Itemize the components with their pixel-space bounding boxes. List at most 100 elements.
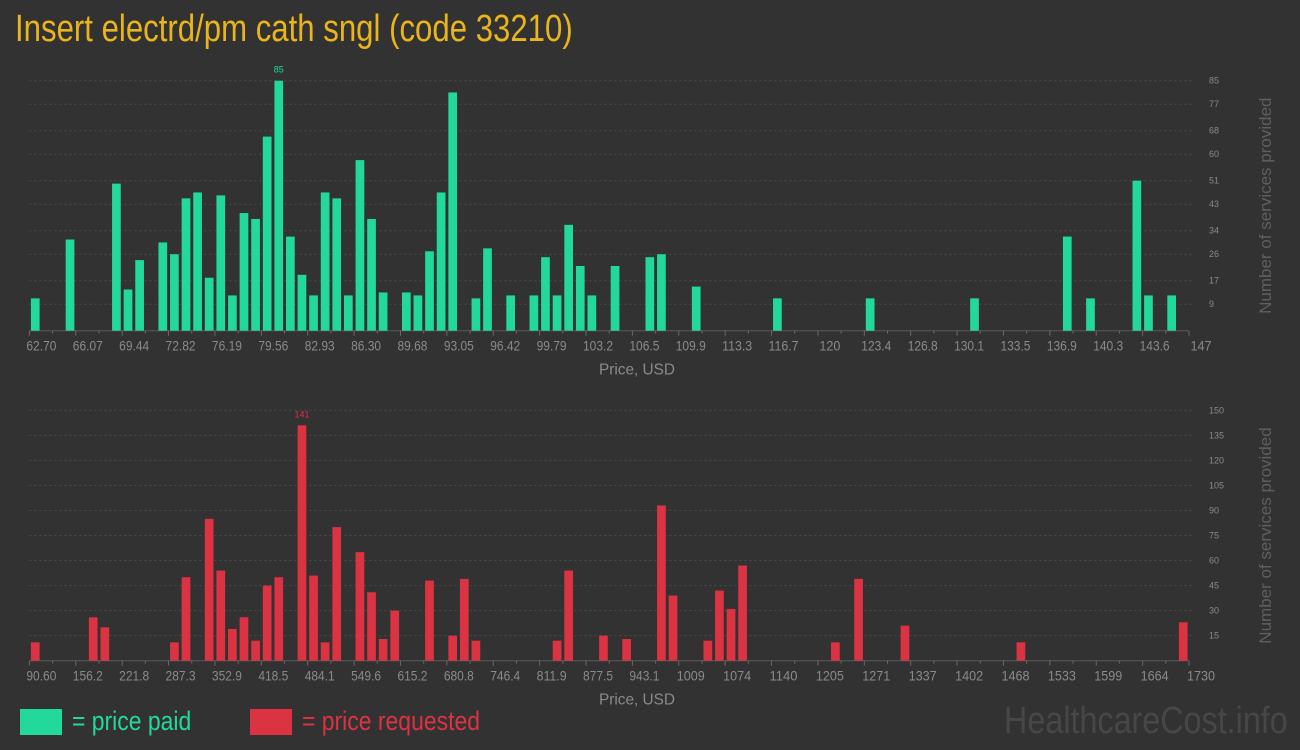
bar: [448, 92, 458, 331]
x-tick-label: 143.6: [1140, 338, 1170, 354]
bar: [320, 642, 330, 661]
x-tick-label: 1599: [1094, 668, 1122, 684]
bar: [610, 265, 620, 331]
x-tick-label: 877.5: [583, 668, 613, 684]
x-tick-label: 62.70: [26, 338, 56, 354]
x-axis-title: Price, USD: [599, 362, 675, 379]
bar: [425, 251, 434, 331]
bar: [216, 570, 226, 661]
x-tick-label: 1468: [1001, 668, 1029, 684]
bar: [506, 295, 516, 331]
bar: [599, 635, 608, 661]
bar: [367, 218, 376, 331]
bar: [715, 590, 724, 661]
bar: [471, 640, 481, 661]
bar: [355, 552, 365, 661]
x-tick-label: 680.8: [444, 668, 474, 684]
x-tick-label: 811.9: [537, 668, 567, 684]
bar: [865, 298, 875, 331]
y-tick-label: 120: [1209, 455, 1224, 465]
y-tick-label: 90: [1209, 505, 1219, 515]
bar: [112, 183, 121, 331]
bar: [123, 289, 133, 331]
bar: [216, 195, 226, 331]
bar: [900, 625, 910, 661]
bar: [552, 295, 562, 331]
bar: [1167, 295, 1177, 331]
x-tick-label: 89.68: [397, 338, 427, 354]
bar: [286, 236, 295, 331]
x-tick-label: 123.4: [861, 338, 891, 354]
bar: [251, 640, 260, 661]
x-axis-title: Price, USD: [599, 692, 675, 709]
y-tick-label: 17: [1209, 276, 1219, 286]
bar: [309, 575, 318, 661]
y-tick-label: 34: [1209, 226, 1219, 236]
x-tick-label: 1337: [909, 668, 937, 684]
peak-value-label: 141: [294, 409, 309, 419]
x-tick-label: 130.1: [954, 338, 984, 354]
x-tick-label: 352.9: [212, 668, 242, 684]
bar: [158, 242, 168, 331]
y-tick-label: 150: [1209, 405, 1224, 415]
x-tick-label: 76.19: [212, 338, 242, 354]
bar: [413, 295, 423, 331]
x-tick-label: 1664: [1141, 668, 1169, 684]
x-tick-label: 103.2: [583, 338, 613, 354]
y-tick-label: 43: [1209, 199, 1219, 209]
x-tick-label: 1009: [677, 668, 705, 684]
bar: [564, 570, 574, 661]
bar: [262, 585, 272, 661]
x-tick-label: 140.3: [1093, 338, 1123, 354]
y-tick-label: 75: [1209, 531, 1219, 541]
y-tick-label: 30: [1209, 606, 1219, 616]
x-tick-label: 113.3: [722, 338, 752, 354]
legend-item-price-requested: = price requested: [250, 706, 511, 737]
legend-label-price-paid: = price paid: [72, 706, 192, 736]
y-axis-title: Number of services provided: [1256, 98, 1275, 314]
bar: [691, 286, 701, 331]
bar: [309, 295, 318, 331]
y-tick-label: 45: [1209, 581, 1219, 591]
x-tick-label: 1730: [1187, 668, 1215, 684]
bar: [390, 610, 400, 661]
bar: [738, 565, 747, 661]
y-tick-label: 26: [1209, 249, 1219, 259]
bar: [262, 136, 272, 331]
x-tick-label: 109.9: [676, 338, 706, 354]
x-tick-label: 156.2: [73, 668, 103, 684]
bar: [251, 218, 260, 331]
bar: [773, 298, 782, 331]
legend-label-price-requested: = price requested: [302, 706, 480, 736]
bar: [645, 257, 655, 331]
bar: [726, 608, 736, 661]
bar: [100, 627, 110, 661]
x-tick-label: 96.42: [490, 338, 520, 354]
bar: [564, 224, 574, 331]
bar: [831, 642, 840, 661]
y-tick-label: 9: [1209, 299, 1214, 309]
bar: [88, 617, 98, 661]
bar: [65, 239, 75, 331]
bar: [343, 295, 353, 331]
x-tick-label: 90.60: [26, 668, 56, 684]
x-tick-label: 93.05: [444, 338, 474, 354]
bar: [657, 505, 666, 661]
bar: [297, 425, 307, 661]
bar: [239, 213, 249, 331]
x-tick-label: 126.8: [908, 338, 938, 354]
bar: [657, 254, 666, 331]
x-tick-label: 615.2: [397, 668, 427, 684]
price-requested-swatch: [250, 708, 292, 735]
x-tick-label: 82.93: [305, 338, 335, 354]
peak-value-label: 85: [274, 65, 284, 75]
bar: [1178, 622, 1188, 661]
bar: [575, 265, 585, 331]
x-tick-label: 120: [819, 338, 840, 354]
bar: [1062, 236, 1072, 331]
x-tick-label: 86.30: [351, 338, 381, 354]
x-tick-label: 69.44: [119, 338, 149, 354]
watermark: HealthcareCost.info: [1004, 700, 1288, 742]
bar: [622, 638, 631, 661]
